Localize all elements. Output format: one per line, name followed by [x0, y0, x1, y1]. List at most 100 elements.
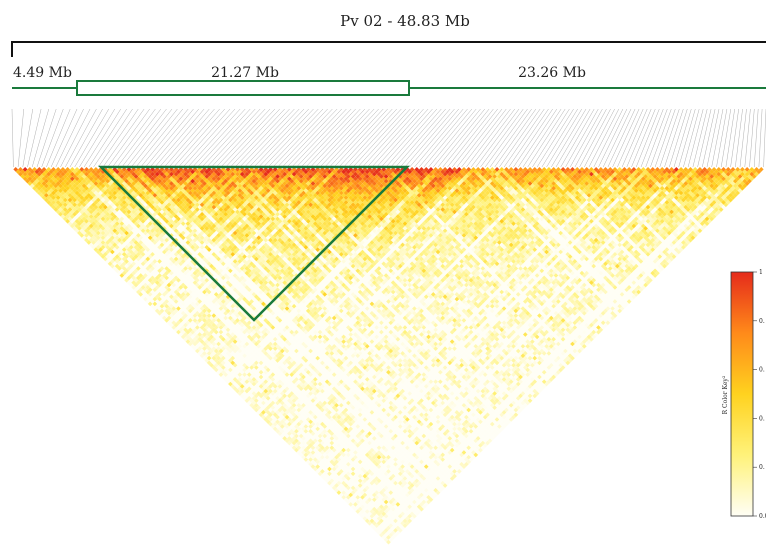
ld-cell: [81, 235, 87, 241]
ld-cell: [246, 391, 252, 396]
ld-cell: [331, 461, 337, 467]
ld-cell: [393, 518, 398, 524]
ld-cell: [55, 209, 61, 215]
ld-cell: [371, 502, 377, 507]
ld-cell: [154, 294, 160, 300]
ld-cell: [164, 299, 170, 304]
ld-cell: [60, 181, 66, 186]
ld-cell: [211, 360, 217, 366]
ld-cell: [159, 313, 165, 318]
ld-cell: [176, 329, 181, 335]
ld-cell: [279, 410, 285, 415]
ld-cell: [320, 450, 325, 455]
ld-cell: [60, 195, 66, 201]
ld-cell: [46, 176, 52, 182]
ld-cell: [213, 343, 219, 349]
ld-cell: [180, 315, 186, 321]
ld-cell: [13, 167, 19, 172]
ld-cell: [256, 410, 262, 415]
ld-cell: [79, 218, 85, 224]
ld-cell: [249, 398, 255, 403]
ld-cell: [117, 242, 122, 248]
ld-cell: [164, 284, 170, 290]
ld-cell: [251, 395, 257, 401]
ld-cell: [301, 450, 306, 455]
ld-cell: [284, 419, 290, 425]
ld-cell: [197, 341, 203, 347]
ld-cell: [51, 181, 56, 186]
ld-cell: [178, 303, 184, 309]
ld-cell: [327, 480, 332, 486]
ld-cell: [88, 218, 94, 224]
ld-cell: [187, 332, 193, 337]
ld-cell: [98, 247, 104, 252]
ld-cell: [202, 341, 207, 347]
ld-cell: [284, 410, 290, 415]
ld-cell: [147, 273, 153, 278]
ld-cell: [55, 204, 61, 210]
ld-cell: [369, 518, 375, 524]
ld-cell: [62, 192, 68, 198]
ld-cell: [95, 249, 101, 255]
ld-cell: [86, 230, 92, 236]
ld-cell: [313, 461, 318, 467]
ld-cell: [22, 171, 28, 177]
ld-cell: [364, 499, 370, 505]
ld-cell: [362, 487, 368, 493]
ld-cell: [195, 348, 200, 354]
ld-cell: [336, 485, 342, 491]
ld-cell: [81, 202, 87, 208]
ld-cell: [305, 440, 311, 446]
ld-cell: [279, 414, 285, 420]
ld-cell: [154, 299, 160, 304]
ld-cell: [381, 525, 387, 531]
ld-cell: [169, 308, 174, 314]
ld-cell: [327, 466, 332, 472]
ld-cell: [225, 355, 231, 361]
ld-cell: [357, 487, 363, 493]
ld-cell: [72, 221, 78, 226]
ld-cell: [126, 266, 132, 271]
ld-cell: [133, 273, 139, 278]
ld-cell: [313, 447, 318, 453]
ld-cell: [331, 466, 337, 472]
ld-cell: [86, 216, 92, 222]
ld-cell: [126, 270, 132, 276]
ld-cell: [100, 240, 106, 245]
ld-cell: [22, 167, 28, 172]
ld-cell: [140, 270, 146, 276]
ld-cell: [171, 310, 177, 316]
ld-cell: [143, 273, 148, 278]
ld-cell: [228, 367, 233, 373]
ld-cell: [195, 334, 200, 340]
ld-cell: [202, 351, 207, 356]
ld-cell: [166, 292, 172, 297]
ld-cell: [254, 384, 259, 389]
ld-cell: [169, 299, 174, 304]
ld-cell: [350, 499, 356, 505]
ld-cell: [169, 313, 174, 318]
ld-cell: [256, 386, 262, 392]
ld-cell: [223, 348, 229, 354]
ld-cell: [58, 188, 63, 193]
ld-cell: [18, 171, 23, 177]
ld-cell: [211, 346, 217, 352]
ld-cell: [228, 372, 233, 377]
ld-cell: [143, 287, 148, 293]
ld-cell: [131, 256, 137, 262]
ld-cell: [287, 412, 292, 418]
ld-cell: [202, 346, 207, 352]
ld-cell: [154, 289, 160, 295]
ld-cell: [209, 353, 214, 359]
ld-cell: [157, 287, 162, 293]
ld-cell: [192, 336, 198, 342]
ld-cell: [374, 509, 380, 514]
ld-cell: [353, 487, 358, 493]
ld-cell: [386, 525, 391, 531]
ld-cell: [301, 431, 306, 436]
ld-cell: [77, 197, 82, 203]
ld-cell: [62, 207, 68, 212]
ld-cell: [199, 325, 205, 330]
ld-cell: [164, 308, 170, 314]
ld-cell: [381, 535, 387, 540]
